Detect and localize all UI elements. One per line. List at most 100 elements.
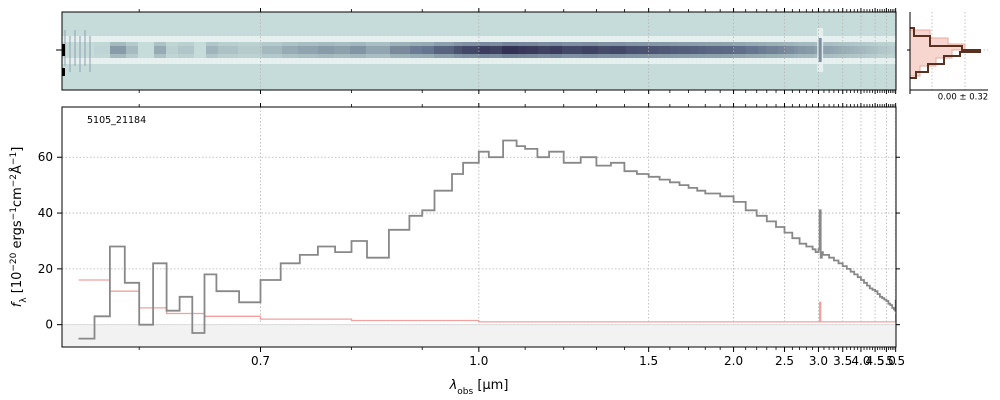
- trace-halo-top: [246, 36, 251, 42]
- noise-stripe: [69, 36, 71, 72]
- trace-halo-bottom: [758, 58, 763, 64]
- trace-halo-bottom: [798, 58, 803, 64]
- trace-core: [530, 46, 535, 54]
- trace-core: [882, 46, 887, 54]
- trace-halo-top: [354, 36, 359, 42]
- profile-data: [910, 27, 981, 79]
- trace-halo-bottom: [834, 58, 839, 64]
- trace-halo-top: [206, 36, 211, 42]
- trace-halo-bottom: [446, 58, 451, 64]
- trace-core: [582, 46, 587, 54]
- trace-core: [206, 46, 211, 54]
- trace-core: [878, 46, 883, 54]
- trace-core: [446, 46, 451, 54]
- trace-halo-top: [414, 36, 419, 42]
- trace-halo-bottom: [554, 58, 559, 64]
- trace-core: [106, 46, 111, 54]
- trace-core: [662, 46, 667, 54]
- trace-core: [714, 46, 719, 54]
- trace-core: [558, 46, 563, 54]
- trace-halo-top: [782, 36, 787, 42]
- trace-core: [790, 46, 795, 54]
- trace-core: [366, 46, 371, 54]
- trace-halo-top: [490, 36, 495, 42]
- trace-halo-bottom: [106, 58, 111, 64]
- trace-core: [498, 46, 503, 54]
- trace-halo-top: [874, 36, 879, 42]
- trace-core: [394, 46, 399, 54]
- trace-core: [746, 46, 751, 54]
- trace-halo-bottom: [318, 58, 323, 64]
- trace-halo-top: [894, 36, 896, 42]
- trace-halo-top: [546, 36, 551, 42]
- trace-halo-bottom: [746, 58, 751, 64]
- trace-halo-top: [226, 36, 231, 42]
- trace-halo-bottom: [306, 58, 311, 64]
- trace-halo-bottom: [146, 58, 151, 64]
- trace-core: [542, 46, 547, 54]
- trace-halo-bottom: [202, 58, 207, 64]
- trace-halo-bottom: [510, 58, 515, 64]
- trace-halo-bottom: [198, 58, 203, 64]
- trace-halo-bottom: [342, 58, 347, 64]
- trace-halo-bottom: [358, 58, 363, 64]
- trace-halo-top: [70, 36, 75, 42]
- trace-halo-bottom: [434, 58, 439, 64]
- trace-halo-bottom: [642, 58, 647, 64]
- trace-core: [414, 46, 419, 54]
- trace-halo-bottom: [882, 58, 887, 64]
- trace-core: [342, 46, 347, 54]
- trace-halo-bottom: [586, 58, 591, 64]
- trace-core: [354, 46, 359, 54]
- trace-halo-bottom: [674, 58, 679, 64]
- trace-halo-bottom: [154, 58, 159, 64]
- trace-halo-top: [390, 36, 395, 42]
- trace-core: [678, 46, 683, 54]
- trace-halo-bottom: [274, 58, 279, 64]
- trace-halo-top: [674, 36, 679, 42]
- trace-core: [778, 46, 783, 54]
- trace-core: [130, 46, 135, 54]
- trace-core: [150, 46, 155, 54]
- trace-halo-bottom: [794, 58, 799, 64]
- trace-halo-top: [810, 36, 815, 42]
- trace-halo-bottom: [378, 58, 383, 64]
- trace-core: [474, 46, 479, 54]
- trace-halo-bottom: [538, 58, 543, 64]
- trace-core: [90, 46, 95, 54]
- trace-halo-top: [66, 36, 71, 42]
- trace-core: [190, 46, 195, 54]
- y-tick-label: 60: [38, 150, 53, 164]
- trace-halo-top: [134, 36, 139, 42]
- trace-core: [510, 46, 515, 54]
- trace-core: [286, 46, 291, 54]
- trace-halo-top: [314, 36, 319, 42]
- trace-halo-top: [310, 36, 315, 42]
- trace-halo-top: [230, 36, 235, 42]
- trace-halo-bottom: [250, 58, 255, 64]
- trace-halo-bottom: [326, 58, 331, 64]
- trace-halo-bottom: [670, 58, 675, 64]
- error-series: [78, 279, 896, 323]
- trace-halo-bottom: [162, 58, 167, 64]
- trace-halo-bottom: [222, 58, 227, 64]
- trace-halo-bottom: [110, 58, 115, 64]
- trace-halo-bottom: [618, 58, 623, 64]
- trace-core: [390, 46, 395, 54]
- trace-halo-bottom: [698, 58, 703, 64]
- trace-halo-top: [654, 36, 659, 42]
- trace-halo-bottom: [498, 58, 503, 64]
- trace-halo-bottom: [854, 58, 859, 64]
- trace-halo-bottom: [690, 58, 695, 64]
- trace-halo-bottom: [846, 58, 851, 64]
- trace-core: [74, 46, 79, 54]
- trace-halo-top: [842, 36, 847, 42]
- trace-core: [742, 46, 747, 54]
- trace-halo-bottom: [366, 58, 371, 64]
- trace-core: [894, 46, 896, 54]
- trace-core: [462, 46, 467, 54]
- noise-stripe: [84, 30, 86, 66]
- trace-halo-top: [86, 36, 91, 42]
- trace-core: [70, 46, 75, 54]
- trace-halo-top: [758, 36, 763, 42]
